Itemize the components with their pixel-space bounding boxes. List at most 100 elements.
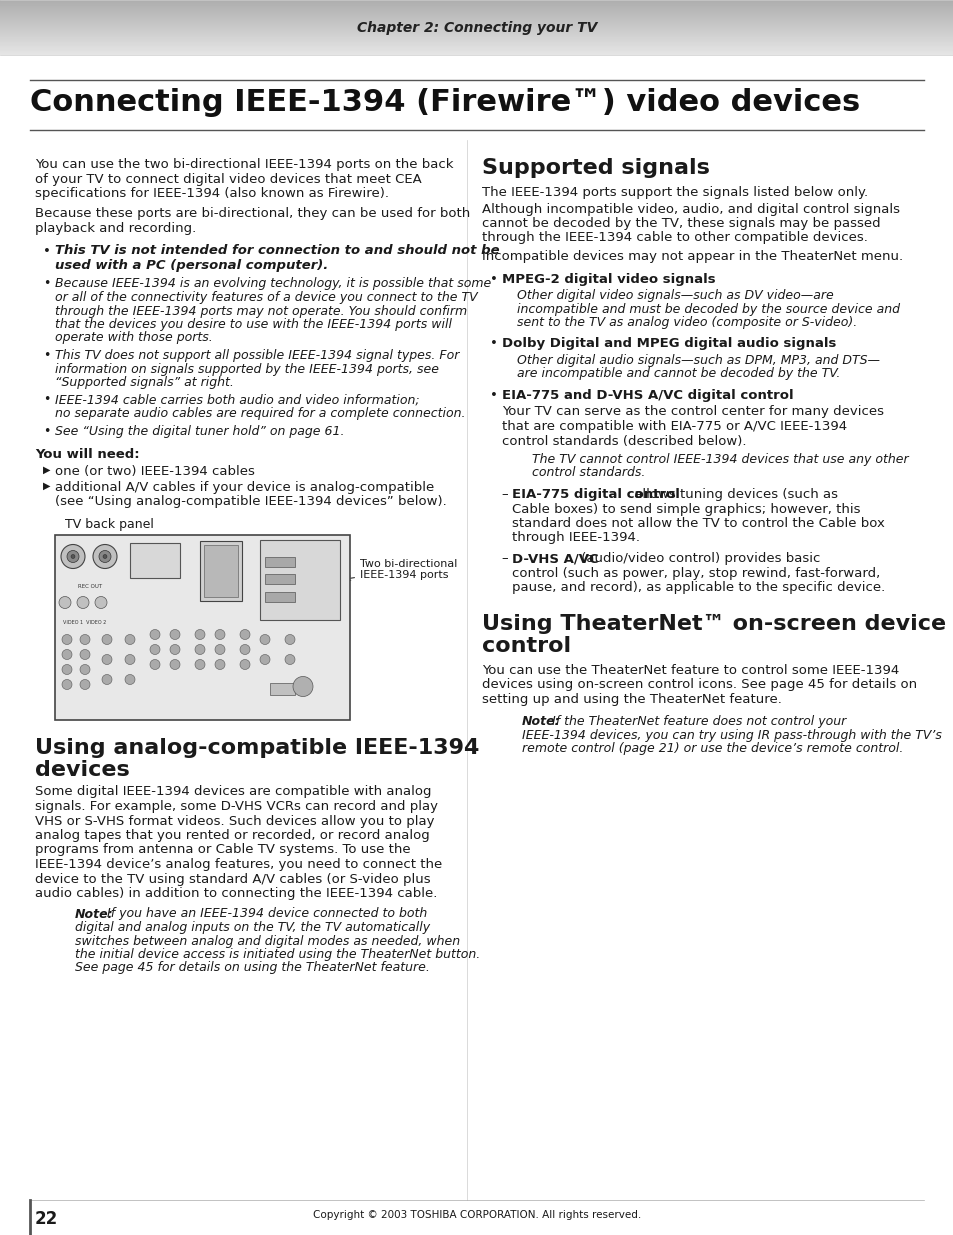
Text: Because these ports are bi-directional, they can be used for both: Because these ports are bi-directional, … xyxy=(35,207,470,221)
Circle shape xyxy=(71,555,75,558)
Circle shape xyxy=(214,630,225,640)
Text: –: – xyxy=(501,552,517,564)
Circle shape xyxy=(285,635,294,645)
Text: “Supported signals” at right.: “Supported signals” at right. xyxy=(55,375,233,389)
Text: IEEE-1394 devices, you can try using IR pass-through with the TV’s: IEEE-1394 devices, you can try using IR … xyxy=(521,729,941,741)
Circle shape xyxy=(62,635,71,645)
Circle shape xyxy=(102,674,112,684)
Circle shape xyxy=(125,655,135,664)
Text: through the IEEE-1394 cable to other compatible devices.: through the IEEE-1394 cable to other com… xyxy=(481,231,867,245)
Text: Some digital IEEE-1394 devices are compatible with analog: Some digital IEEE-1394 devices are compa… xyxy=(35,785,431,799)
Text: Other digital audio signals—such as DPM, MP3, and DTS—: Other digital audio signals—such as DPM,… xyxy=(517,354,879,367)
Text: sent to the TV as analog video (composite or S-video).: sent to the TV as analog video (composit… xyxy=(517,316,857,329)
Text: analog tapes that you rented or recorded, or record analog: analog tapes that you rented or recorded… xyxy=(35,829,429,842)
Circle shape xyxy=(150,645,160,655)
Bar xyxy=(204,545,237,597)
Text: ▶: ▶ xyxy=(43,480,51,492)
Circle shape xyxy=(194,645,205,655)
Text: The IEEE-1394 ports support the signals listed below only.: The IEEE-1394 ports support the signals … xyxy=(481,186,867,199)
Text: •: • xyxy=(43,394,51,406)
Circle shape xyxy=(103,555,107,558)
Text: IEEE-1394 device’s analog features, you need to connect the: IEEE-1394 device’s analog features, you … xyxy=(35,858,442,871)
Bar xyxy=(200,541,242,600)
Circle shape xyxy=(80,664,90,674)
Text: or all of the connectivity features of a device you connect to the TV: or all of the connectivity features of a… xyxy=(55,291,477,304)
Circle shape xyxy=(214,659,225,669)
Bar xyxy=(265,557,294,567)
Text: Cable boxes) to send simple graphics; however, this: Cable boxes) to send simple graphics; ho… xyxy=(512,503,860,515)
Text: Supported signals: Supported signals xyxy=(481,158,709,178)
Circle shape xyxy=(260,635,270,645)
Bar xyxy=(55,535,350,720)
Circle shape xyxy=(260,655,270,664)
Text: allows tuning devices (such as: allows tuning devices (such as xyxy=(629,488,837,501)
Text: incompatible and must be decoded by the source device and: incompatible and must be decoded by the … xyxy=(517,303,899,315)
Text: cannot be decoded by the TV, these signals may be passed: cannot be decoded by the TV, these signa… xyxy=(481,217,880,230)
Text: additional A/V cables if your device is analog-compatible: additional A/V cables if your device is … xyxy=(55,480,434,494)
Text: through IEEE-1394.: through IEEE-1394. xyxy=(512,531,639,545)
Text: devices: devices xyxy=(35,760,130,779)
Circle shape xyxy=(240,645,250,655)
Bar xyxy=(270,683,294,694)
Text: that the devices you desire to use with the IEEE-1394 ports will: that the devices you desire to use with … xyxy=(55,317,452,331)
Circle shape xyxy=(125,674,135,684)
Circle shape xyxy=(67,551,79,562)
Circle shape xyxy=(214,645,225,655)
Text: that are compatible with EIA-775 or A/VC IEEE-1394: that are compatible with EIA-775 or A/VC… xyxy=(501,420,846,433)
Text: Dolby Digital and MPEG digital audio signals: Dolby Digital and MPEG digital audio sig… xyxy=(501,337,836,351)
Text: remote control (page 21) or use the device’s remote control.: remote control (page 21) or use the devi… xyxy=(521,742,902,755)
Text: Incompatible devices may not appear in the TheaterNet menu.: Incompatible devices may not appear in t… xyxy=(481,249,902,263)
Text: Other digital video signals—such as DV video—are: Other digital video signals—such as DV v… xyxy=(517,289,833,303)
Text: through the IEEE-1394 ports may not operate. You should confirm: through the IEEE-1394 ports may not oper… xyxy=(55,305,467,317)
Text: Note:: Note: xyxy=(521,715,560,727)
Text: •: • xyxy=(43,278,51,290)
Circle shape xyxy=(77,597,89,609)
Text: VIDEO 1  VIDEO 2: VIDEO 1 VIDEO 2 xyxy=(63,620,106,625)
Text: no separate audio cables are required for a complete connection.: no separate audio cables are required fo… xyxy=(55,408,465,420)
Text: D-VHS A/VC: D-VHS A/VC xyxy=(512,552,598,564)
Circle shape xyxy=(59,597,71,609)
Text: IEEE-1394 cable carries both audio and video information;: IEEE-1394 cable carries both audio and v… xyxy=(55,394,419,406)
Text: See page 45 for details on using the TheaterNet feature.: See page 45 for details on using the The… xyxy=(75,962,430,974)
Bar xyxy=(265,573,294,583)
Bar xyxy=(260,540,339,620)
Text: control standards.: control standards. xyxy=(532,467,644,479)
Text: •: • xyxy=(43,245,51,258)
Text: signals. For example, some D-VHS VCRs can record and play: signals. For example, some D-VHS VCRs ca… xyxy=(35,800,437,813)
Text: control: control xyxy=(481,636,571,656)
Text: (see “Using analog-compatible IEEE-1394 devices” below).: (see “Using analog-compatible IEEE-1394 … xyxy=(55,495,446,509)
Text: audio cables) in addition to connecting the IEEE-1394 cable.: audio cables) in addition to connecting … xyxy=(35,887,436,900)
Text: REC OUT: REC OUT xyxy=(78,584,102,589)
Text: (audio/video control) provides basic: (audio/video control) provides basic xyxy=(577,552,820,564)
Text: Using TheaterNet™ on-screen device: Using TheaterNet™ on-screen device xyxy=(481,614,945,634)
Text: playback and recording.: playback and recording. xyxy=(35,222,196,235)
Text: of your TV to connect digital video devices that meet CEA: of your TV to connect digital video devi… xyxy=(35,173,421,185)
Text: are incompatible and cannot be decoded by the TV.: are incompatible and cannot be decoded b… xyxy=(517,368,840,380)
Circle shape xyxy=(92,545,117,568)
Text: See “Using the digital tuner hold” on page 61.: See “Using the digital tuner hold” on pa… xyxy=(55,425,344,437)
Circle shape xyxy=(61,545,85,568)
Circle shape xyxy=(62,679,71,689)
Circle shape xyxy=(150,659,160,669)
Text: device to the TV using standard A/V cables (or S-video plus: device to the TV using standard A/V cabl… xyxy=(35,872,430,885)
Text: specifications for IEEE-1394 (also known as Firewire).: specifications for IEEE-1394 (also known… xyxy=(35,186,389,200)
Circle shape xyxy=(125,635,135,645)
Text: 22: 22 xyxy=(35,1210,58,1228)
Text: •: • xyxy=(490,273,497,285)
Text: control standards (described below).: control standards (described below). xyxy=(501,435,745,447)
Text: Note:: Note: xyxy=(75,908,113,920)
Circle shape xyxy=(102,655,112,664)
Text: Because IEEE-1394 is an evolving technology, it is possible that some: Because IEEE-1394 is an evolving technol… xyxy=(55,278,491,290)
Text: switches between analog and digital modes as needed, when: switches between analog and digital mode… xyxy=(75,935,459,947)
Circle shape xyxy=(194,659,205,669)
Text: EIA-775 digital control: EIA-775 digital control xyxy=(512,488,679,501)
Text: This TV does not support all possible IEEE-1394 signal types. For: This TV does not support all possible IE… xyxy=(55,350,459,362)
Text: You can use the TheaterNet feature to control some IEEE-1394: You can use the TheaterNet feature to co… xyxy=(481,663,899,677)
Text: Copyright © 2003 TOSHIBA CORPORATION. All rights reserved.: Copyright © 2003 TOSHIBA CORPORATION. Al… xyxy=(313,1210,640,1220)
Circle shape xyxy=(102,635,112,645)
Text: This TV is not intended for connection to and should not be: This TV is not intended for connection t… xyxy=(55,245,499,258)
Circle shape xyxy=(99,551,111,562)
Text: •: • xyxy=(490,389,497,403)
Circle shape xyxy=(170,630,180,640)
Text: operate with those ports.: operate with those ports. xyxy=(55,331,213,345)
